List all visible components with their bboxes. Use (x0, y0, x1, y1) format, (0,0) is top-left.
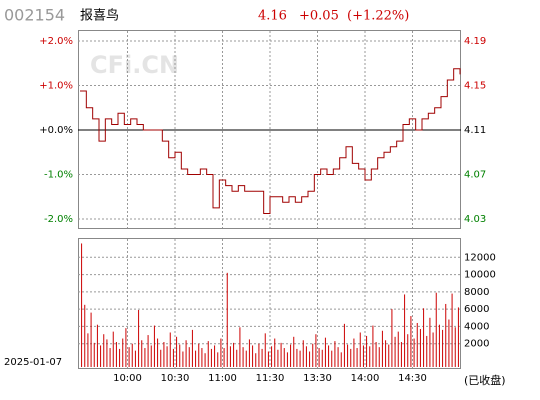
pct-tick-label: -1.0% (44, 170, 73, 181)
stock-code: 002154 (4, 6, 65, 25)
price-tick-label: 4.11 (464, 125, 486, 136)
time-label: 11:30 (256, 373, 285, 384)
time-label: 10:30 (161, 373, 190, 384)
last-price: 4.16 (258, 9, 287, 24)
time-label: 11:00 (208, 373, 237, 384)
price-change: +0.05 (299, 9, 339, 24)
volume-tick-label: 2000 (464, 339, 489, 350)
price-line (80, 68, 461, 214)
price-tick-label: 4.19 (464, 36, 486, 47)
pct-tick-label: -2.0% (44, 214, 73, 225)
price-change-pct: (+1.22%) (347, 9, 409, 24)
volume-tick-label: 4000 (464, 321, 489, 332)
time-label: 14:00 (351, 373, 380, 384)
price-tick-label: 4.07 (464, 170, 486, 181)
time-label: 10:00 (113, 373, 142, 384)
volume-tick-label: 6000 (464, 304, 489, 315)
volume-tick-label: 10000 (464, 270, 496, 281)
price-tick-label: 4.03 (464, 214, 486, 225)
volume-tick-label: 8000 (464, 287, 489, 298)
pct-tick-label: +2.0% (39, 36, 73, 47)
stock-name: 报喜鸟 (80, 8, 119, 24)
market-status: (已收盘) (464, 373, 506, 387)
price-tick-label: 4.15 (464, 81, 486, 92)
volume-panel (78, 238, 461, 369)
time-label: 14:30 (398, 373, 427, 384)
trade-date: 2025-01-07 (4, 357, 62, 368)
time-label: 13:30 (303, 373, 332, 384)
pct-tick-label: +1.0% (39, 81, 73, 92)
volume-tick-label: 12000 (464, 252, 496, 263)
watermark: CFi.CN (90, 51, 179, 79)
pct-tick-label: +0.0% (39, 125, 73, 136)
